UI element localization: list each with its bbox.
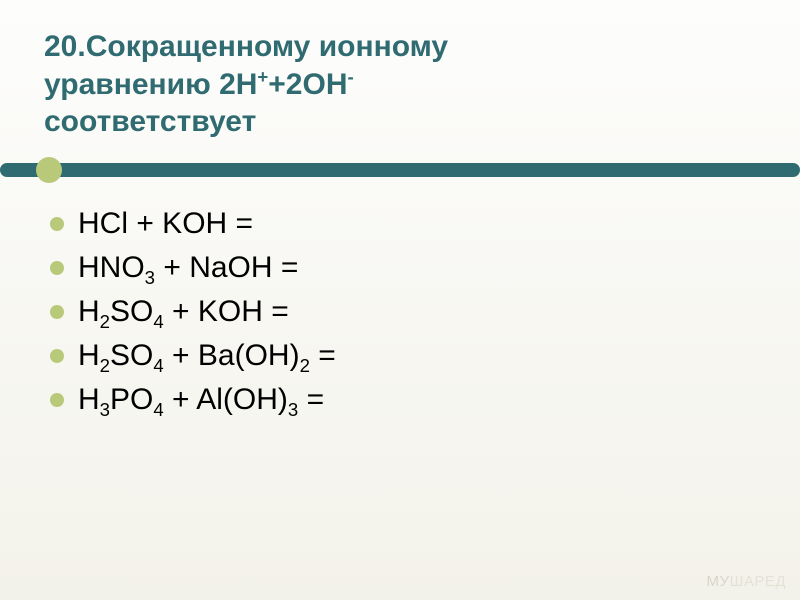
list-item: H3PO4 + Al(OH)3 = (50, 383, 756, 417)
equation-list: HCl + KOH = HNO3 + NaOH = H2SO4 + KOH = H2S… (44, 207, 756, 417)
equation-text: HNO3 + NaOH = (78, 251, 298, 285)
bullet-icon (50, 349, 64, 363)
list-item: H2SO4 + KOH = (50, 295, 756, 329)
list-item: HNO3 + NaOH = (50, 251, 756, 285)
slide-title: 20.Сокращенному ионному уравнению 2H++2O… (44, 28, 756, 141)
bullet-icon (50, 261, 64, 275)
bullet-icon (50, 393, 64, 407)
title-line-2: уравнению 2H++2OH- (44, 68, 354, 101)
divider-bar (0, 163, 800, 177)
watermark: МУШАРЕД (707, 573, 786, 590)
title-line-3: соответствует (44, 105, 256, 138)
title-line-1: 20.Сокращенному ионному (44, 30, 448, 63)
slide: 20.Сокращенному ионному уравнению 2H++2O… (0, 0, 800, 600)
bullet-icon (50, 217, 64, 231)
title-divider (44, 155, 756, 181)
bullet-icon (50, 305, 64, 319)
list-item: H2SO4 + Ba(OH)2 = (50, 339, 756, 373)
equation-text: HCl + KOH = (78, 207, 253, 241)
list-item: HCl + KOH = (50, 207, 756, 241)
divider-dot-icon (36, 157, 62, 183)
equation-text: H3PO4 + Al(OH)3 = (78, 383, 324, 417)
equation-text: H2SO4 + Ba(OH)2 = (78, 339, 336, 373)
equation-text: H2SO4 + KOH = (78, 295, 289, 329)
